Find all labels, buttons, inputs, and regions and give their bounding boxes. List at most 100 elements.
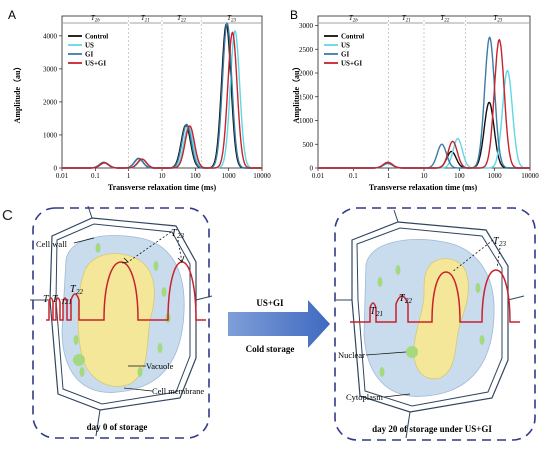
left-nucleus <box>73 354 85 366</box>
left-t23-arrow-a <box>127 231 172 263</box>
y-tick-label: 0 <box>310 165 314 173</box>
organelle <box>479 335 485 345</box>
arrowheads <box>121 255 185 264</box>
organelle <box>79 367 85 377</box>
y-tick-label: 0 <box>54 165 58 173</box>
chart-a: A Amplitude（au） Transverse relaxation ti… <box>8 8 271 192</box>
left-peak-label-t21-sub: T21 <box>61 298 72 306</box>
y-tick-label: 1000 <box>299 117 314 125</box>
x-tick-label: 100 <box>454 172 465 180</box>
x-axis-label-b: Transverse relaxation time (ms) <box>369 183 478 192</box>
x-tick-label: 10000 <box>253 172 271 180</box>
right-cell-wall <box>351 221 509 413</box>
x-tick-label: 10 <box>159 172 167 180</box>
x-tick-label: 10 <box>421 172 429 180</box>
region-label: T23 <box>227 14 236 24</box>
x-tick-label: 0.01 <box>56 172 69 180</box>
organelle <box>73 335 79 345</box>
right-cell-frame <box>334 207 536 441</box>
x-tick-label: 100 <box>190 172 201 180</box>
right-neighbor-walls <box>336 209 525 439</box>
legend-label: Control <box>341 33 364 41</box>
left-neighbor-walls <box>30 205 213 437</box>
right-t23-arrow-b <box>496 247 501 269</box>
y-tick-label: 500 <box>303 141 314 149</box>
label-cytoplasm: Cytoplasm <box>346 392 383 402</box>
y-tick-label: 3000 <box>43 65 58 73</box>
right-peak-label-t23-sub: 23 <box>499 240 507 248</box>
right-peak-label-t22: T <box>399 293 406 304</box>
legend-label: US <box>341 42 350 50</box>
arrow-label-top: US+GI <box>256 298 284 308</box>
left-peak-label-t21-a: T <box>43 294 50 305</box>
panel-label-c: C <box>2 207 13 224</box>
left-peak-label-t23: T <box>171 228 178 239</box>
x-axis-label-a: Transverse relaxation time (ms) <box>108 183 217 192</box>
x-tick-label: 0.01 <box>312 172 325 180</box>
y-tick-label: 4000 <box>43 32 58 40</box>
left-caption: day 0 of storage <box>87 422 148 432</box>
label-nuclear: Nuclear <box>338 350 365 360</box>
x-tick-label: 1 <box>127 172 131 180</box>
y-tick-label: 1500 <box>299 93 314 101</box>
organelle <box>157 343 163 353</box>
left-cell-wall <box>49 217 197 411</box>
right-vacuole <box>413 258 469 380</box>
left-peak-label-t22-sub: 22 <box>76 288 84 296</box>
right-t23-arrow-a <box>451 239 494 273</box>
y-axis-label-b: Amplitude（au） <box>291 63 301 124</box>
leader-cell-wall <box>73 237 95 244</box>
right-signal-trace <box>350 269 520 323</box>
left-peak-label-t21-b: T <box>52 294 59 305</box>
legend-label: GI <box>341 51 349 59</box>
panel-label-b: B <box>290 8 298 22</box>
organelle <box>379 367 385 377</box>
right-peak-label-t21-sub: 21 <box>376 310 383 318</box>
y-axis-label-a: Amplitude（au） <box>12 63 22 124</box>
organelle <box>161 287 167 297</box>
x-tick-label: 1 <box>387 172 391 180</box>
right-caption: day 20 of storage under US+GI <box>372 424 492 434</box>
region-label: T2b <box>91 14 100 24</box>
y-tick-label: 3000 <box>299 22 314 30</box>
series-line-us-plus-gi <box>318 38 530 169</box>
legend-label: US <box>85 42 94 50</box>
legend-label: Control <box>85 33 108 41</box>
organelle <box>377 277 383 287</box>
leader-cell-membrane <box>123 387 153 392</box>
organelle <box>137 367 143 377</box>
chart-b: B Amplitude（au） Transverse relaxation ti… <box>290 8 539 192</box>
cell-diagram: C Cell wall Vacuole Cell membrane day 0 … <box>2 205 536 441</box>
right-peak-label-t21: T <box>370 306 377 317</box>
organelle <box>153 261 159 271</box>
legend-label: GI <box>85 51 93 59</box>
left-cell-wall-inner <box>55 223 191 405</box>
right-nucleus <box>406 346 418 358</box>
organelle <box>395 265 401 275</box>
process-arrow <box>228 300 330 348</box>
left-peak-label-t23-sub: 23 <box>177 232 185 240</box>
x-tick-label: 10000 <box>521 172 539 180</box>
right-peak-label-t22-sub: 22 <box>405 297 413 305</box>
right-cell-wall-inner <box>356 227 503 407</box>
leader-cytoplasm <box>383 393 411 398</box>
organelle <box>95 243 101 253</box>
region-label: T2b <box>349 14 358 24</box>
region-label: T21 <box>402 14 411 24</box>
leader-nuclear <box>365 351 407 356</box>
x-tick-label: 1000 <box>488 172 503 180</box>
left-signal-trace <box>46 261 206 321</box>
right-peak-label-t23: T <box>493 236 500 247</box>
y-tick-label: 2000 <box>299 70 314 78</box>
left-peak-label-t22: T <box>70 284 77 295</box>
region-label: T21 <box>141 14 150 24</box>
x-tick-label: 0.1 <box>91 172 100 180</box>
y-tick-label: 2000 <box>43 98 58 106</box>
arrow-label-bottom: Cold storage <box>246 344 295 354</box>
region-label: T22 <box>177 14 186 24</box>
label-cell-membrane: Cell membrane <box>152 386 204 396</box>
legend-label: US+GI <box>341 60 362 68</box>
organelle <box>475 283 481 293</box>
region-label: T22 <box>440 14 449 24</box>
